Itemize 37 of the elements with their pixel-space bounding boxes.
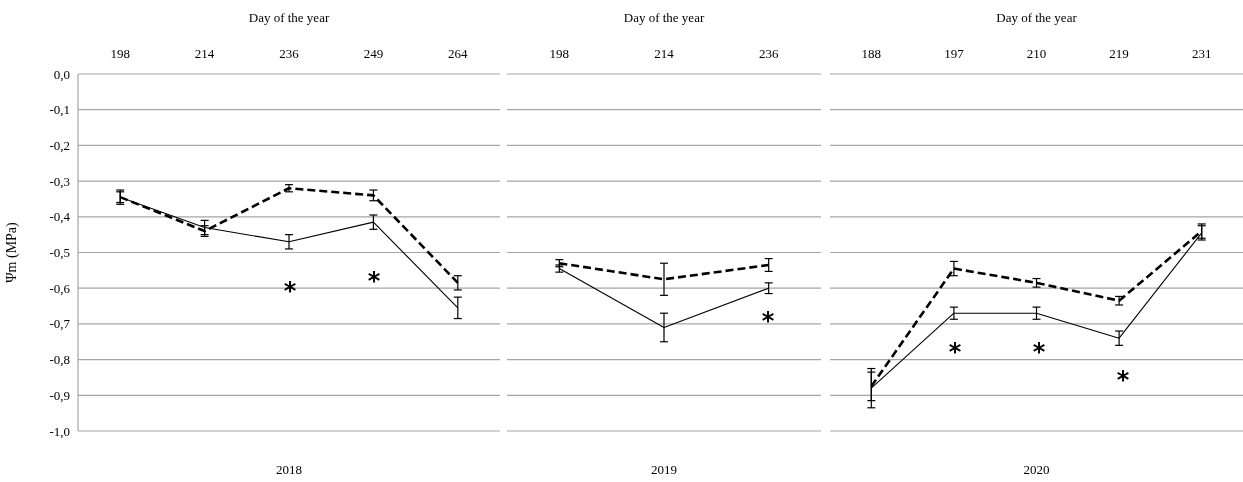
x-tick-label: 214 (194, 46, 215, 61)
y-tick-label: -0,2 (49, 137, 70, 153)
x-tick-label: 231 (1191, 46, 1212, 61)
y-tick-label: -1,0 (49, 423, 70, 439)
x-tick-label: 264 (448, 46, 469, 61)
annotation: * (283, 277, 297, 306)
y-tick-label: -0,7 (49, 316, 71, 332)
chart-title: Day of the year (996, 10, 1078, 25)
y-tick-label: -0,8 (49, 352, 70, 368)
x-axis-title: 2018 (276, 462, 302, 477)
y-tick-label: -0,3 (49, 173, 70, 189)
annotation: * (948, 338, 962, 367)
x-axis-title: 2019 (651, 462, 677, 477)
y-tick-label: -0,9 (49, 387, 70, 403)
x-tick-label: 210 (1026, 46, 1047, 61)
x-tick-label: 214 (654, 46, 675, 61)
x-tick-label: 249 (363, 46, 384, 61)
x-tick-label: 188 (861, 46, 882, 61)
x-tick-label: 197 (944, 46, 965, 61)
chart-title: Day of the year (623, 10, 705, 25)
x-tick-label: 236 (758, 46, 779, 61)
annotation: * (367, 267, 381, 296)
x-tick-label: 236 (279, 46, 300, 61)
x-tick-label: 198 (110, 46, 130, 61)
x-axis-title: 2020 (1023, 462, 1050, 477)
annotation: * (1116, 366, 1130, 395)
annotation: * (761, 307, 775, 336)
annotation: * (1032, 338, 1046, 367)
chart-title: Day of the year (248, 10, 330, 25)
y-tick-label: -0,1 (49, 102, 70, 118)
x-tick-label: 219 (1109, 46, 1129, 61)
y-tick-label: -0,5 (49, 245, 70, 261)
y-axis-title: Ψm (MPa) (4, 221, 20, 283)
y-tick-label: 0,0 (53, 66, 70, 82)
y-tick-label: -0,6 (49, 280, 71, 296)
x-tick-label: 198 (549, 46, 570, 61)
y-tick-label: -0,4 (49, 209, 71, 225)
